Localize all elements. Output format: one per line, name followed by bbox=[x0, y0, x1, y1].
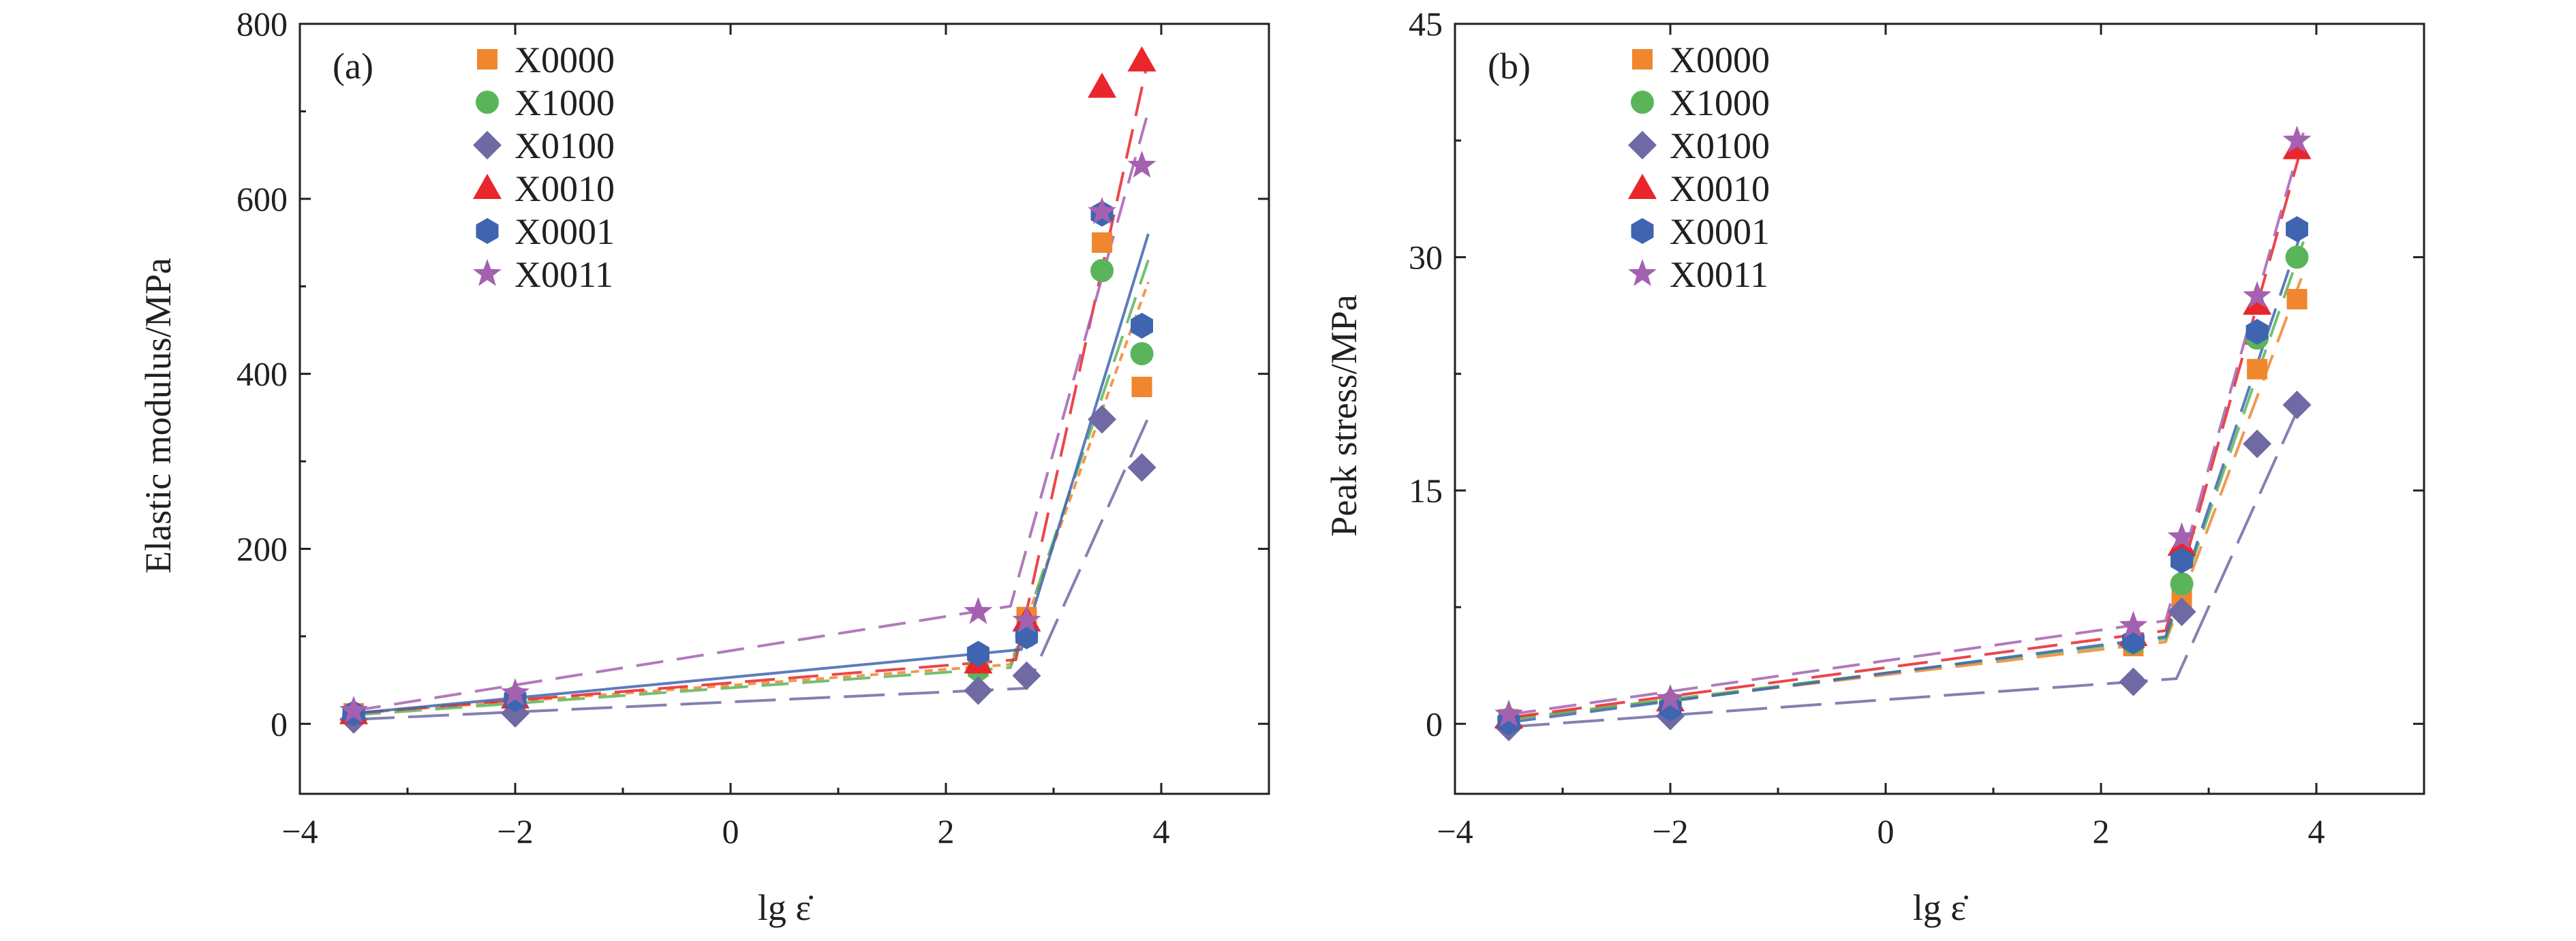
elastic-modulus-point-x0100 bbox=[964, 676, 993, 705]
peak-stress-fit-line-x0001 bbox=[1508, 226, 2305, 724]
peak-stress-point-x0011 bbox=[2282, 125, 2312, 153]
peak-stress-point-x0011 bbox=[1494, 699, 1523, 727]
peak-stress-legend-marker-x0011 bbox=[1628, 259, 1657, 286]
peak-stress-fit-line-x0010 bbox=[1508, 140, 2305, 720]
elastic-modulus-point-x0000 bbox=[1092, 232, 1113, 253]
peak-stress-y-tick-label: 45 bbox=[1409, 5, 1443, 43]
peak-stress-point-x0000 bbox=[2247, 358, 2268, 380]
peak-stress-y-tick-label: 30 bbox=[1409, 238, 1443, 276]
peak-stress-legend-marker-x1000 bbox=[1631, 91, 1654, 114]
peak-stress-fit-line-x0000 bbox=[1508, 272, 2305, 721]
peak-stress-x-tick-label: 4 bbox=[2308, 812, 2325, 850]
peak-stress-panel-label: (b) bbox=[1488, 46, 1531, 87]
peak-stress-legend-marker-x0000 bbox=[1632, 49, 1653, 70]
elastic-modulus-point-x0011 bbox=[1012, 605, 1041, 633]
elastic-modulus-x-tick-label: 4 bbox=[1153, 812, 1170, 850]
elastic-modulus-legend-marker-x0011 bbox=[473, 259, 502, 286]
elastic-modulus-point-x0001 bbox=[1131, 313, 1153, 339]
elastic-modulus-point-x1000 bbox=[1090, 259, 1114, 283]
peak-stress-y-axis-label: Peak stress/MPa bbox=[1323, 294, 1364, 537]
peak-stress-legend-label-x0000: X0000 bbox=[1670, 40, 1770, 80]
elastic-modulus-x-tick-label: 0 bbox=[722, 812, 739, 850]
elastic-modulus-legend-label-x1000: X1000 bbox=[515, 82, 615, 123]
elastic-modulus-point-x0011 bbox=[501, 678, 530, 706]
peak-stress-legend-label-x1000: X1000 bbox=[1670, 82, 1770, 123]
elastic-modulus-panel-label: (a) bbox=[333, 46, 373, 87]
elastic-modulus-point-x0100 bbox=[1088, 405, 1117, 434]
peak-stress-point-x0001 bbox=[2171, 547, 2193, 574]
elastic-modulus-point-x0001 bbox=[966, 641, 990, 667]
elastic-modulus-fit-line-x0000 bbox=[353, 281, 1150, 715]
peak-stress-point-x0011 bbox=[2119, 611, 2148, 638]
elastic-modulus-point-x0011 bbox=[1088, 197, 1116, 224]
elastic-modulus-point-x0011 bbox=[964, 596, 993, 624]
elastic-modulus-fit-line-x0010 bbox=[353, 58, 1150, 715]
elastic-modulus-legend-marker-x1000 bbox=[476, 91, 499, 114]
elastic-modulus-point-x0010 bbox=[1088, 72, 1117, 98]
peak-stress-legend-label-x0100: X0100 bbox=[1670, 125, 1770, 166]
peak-stress-plot-frame bbox=[1454, 22, 2425, 795]
peak-stress-point-x0100 bbox=[2119, 667, 2148, 696]
peak-stress-x-tick-label: 0 bbox=[1877, 812, 1895, 850]
elastic-modulus-legend-marker-x0000 bbox=[477, 49, 497, 70]
elastic-modulus-x-tick-label: −2 bbox=[497, 812, 533, 850]
peak-stress-fit-line-x0100 bbox=[1508, 397, 2305, 728]
peak-stress-point-x1000 bbox=[2285, 245, 2309, 269]
peak-stress-legend-label-x0011: X0011 bbox=[1670, 254, 1768, 295]
elastic-modulus-point-x0100 bbox=[1012, 661, 1041, 690]
elastic-modulus-y-tick-label: 600 bbox=[236, 180, 288, 218]
peak-stress-point-x0100 bbox=[2282, 390, 2312, 420]
peak-stress-legend-label-x0010: X0010 bbox=[1670, 168, 1770, 209]
elastic-modulus-point-x0011 bbox=[339, 696, 368, 723]
peak-stress-point-x0011 bbox=[2167, 522, 2196, 550]
peak-stress-point-x0001 bbox=[2245, 319, 2269, 345]
elastic-modulus-panel: −4 −2 0 2 4 0 200 400 600 800 lg ε̇ Elastic modulus… bbox=[138, 5, 1270, 928]
peak-stress-point-x0000 bbox=[2286, 289, 2307, 310]
peak-stress-point-x0001 bbox=[2286, 216, 2308, 243]
elastic-modulus-x-axis-label: lg ε̇ bbox=[758, 887, 813, 928]
elastic-modulus-point-x0100 bbox=[1127, 453, 1156, 482]
elastic-modulus-point-x0010 bbox=[1127, 46, 1156, 72]
elastic-modulus-legend-label-x0000: X0000 bbox=[515, 40, 615, 80]
peak-stress-legend-marker-x0001 bbox=[1631, 218, 1654, 244]
peak-stress-panel: −4 −2 0 2 4 0 15 30 45 lg ε̇ Peak stress/MPa (b) X00… bbox=[1323, 5, 2425, 928]
elastic-modulus-x-tick-label: −4 bbox=[281, 812, 318, 850]
peak-stress-point-x0100 bbox=[2243, 429, 2272, 459]
elastic-modulus-point-x0000 bbox=[1131, 376, 1152, 397]
elastic-modulus-y-tick-label: 200 bbox=[236, 529, 288, 568]
elastic-modulus-y-tick-label: 0 bbox=[271, 705, 288, 743]
peak-stress-legend-label-x0001: X0001 bbox=[1670, 211, 1770, 252]
peak-stress-y-tick-label: 0 bbox=[1426, 705, 1443, 743]
peak-stress-x-axis-label: lg ε̇ bbox=[1913, 887, 1968, 928]
peak-stress-point-x0011 bbox=[1656, 683, 1685, 711]
peak-stress-legend-marker-x0100 bbox=[1628, 131, 1657, 159]
peak-stress-legend-marker-x0010 bbox=[1628, 174, 1657, 199]
elastic-modulus-y-tick-label: 800 bbox=[236, 5, 288, 43]
elastic-modulus-fit-line-x0001 bbox=[353, 233, 1150, 715]
elastic-modulus-point-x1000 bbox=[1130, 342, 1154, 366]
peak-stress-x-tick-label: −2 bbox=[1652, 812, 1688, 850]
peak-stress-point-x0011 bbox=[2243, 281, 2271, 309]
peak-stress-point-x0100 bbox=[2167, 597, 2196, 626]
peak-stress-fit-line-x1000 bbox=[1508, 241, 2305, 721]
elastic-modulus-x-tick-label: 2 bbox=[938, 812, 955, 850]
elastic-modulus-legend-label-x0011: X0011 bbox=[515, 254, 613, 295]
peak-stress-x-tick-label: −4 bbox=[1437, 812, 1473, 850]
elastic-modulus-legend-label-x0001: X0001 bbox=[515, 211, 615, 252]
elastic-modulus-plot-frame bbox=[298, 22, 1270, 795]
peak-stress-point-x1000 bbox=[2170, 572, 2194, 596]
elastic-modulus-y-axis-label: Elastic modulus/MPa bbox=[138, 258, 179, 574]
elastic-modulus-fit-line-x1000 bbox=[353, 260, 1150, 717]
peak-stress-fit-line-x0011 bbox=[1508, 132, 2305, 716]
elastic-modulus-legend-label-x0100: X0100 bbox=[515, 125, 615, 166]
peak-stress-y-tick-label: 15 bbox=[1409, 472, 1443, 510]
elastic-modulus-point-x0011 bbox=[1127, 151, 1156, 178]
peak-stress-x-tick-label: 2 bbox=[2093, 812, 2110, 850]
elastic-modulus-legend-marker-x0100 bbox=[473, 131, 502, 159]
elastic-modulus-legend-label-x0010: X0010 bbox=[515, 168, 615, 209]
elastic-modulus-legend-marker-x0010 bbox=[473, 174, 502, 199]
elastic-modulus-y-tick-label: 400 bbox=[236, 355, 288, 393]
elastic-modulus-legend-marker-x0001 bbox=[476, 218, 499, 244]
